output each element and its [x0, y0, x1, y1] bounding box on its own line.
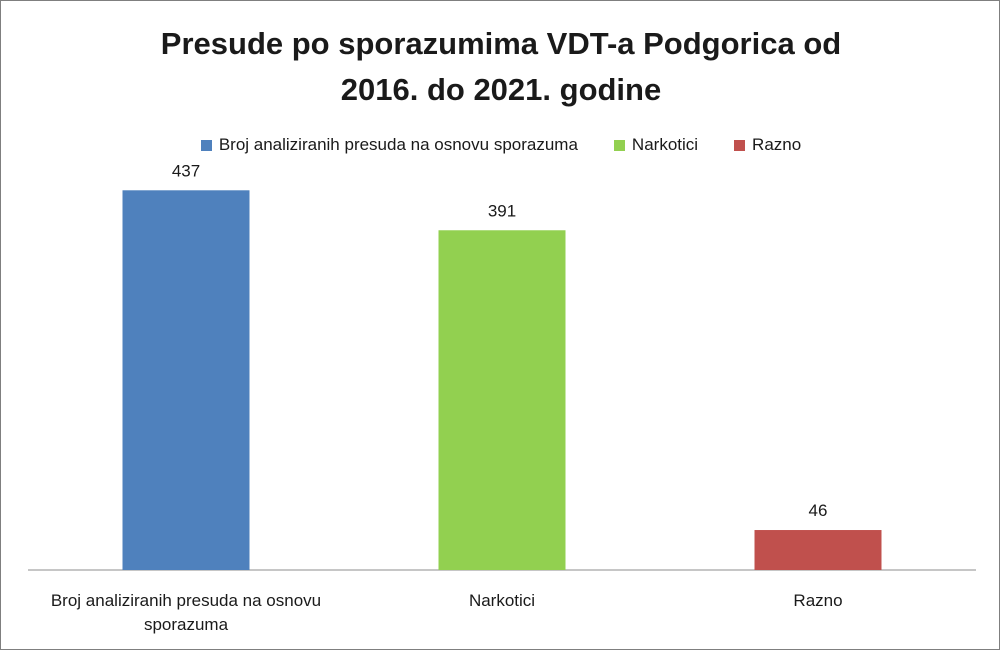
legend-item-narkotici: Narkotici — [613, 135, 699, 155]
x-tick-label-razno: Razno — [793, 591, 842, 610]
legend-item-broj: Broj analiziranih presuda na osnovu spor… — [200, 135, 578, 155]
legend-swatch-broj — [200, 139, 212, 151]
legend-item-razno: Razno — [734, 135, 801, 155]
chart-title-line-1: Presude po sporazumima VDT-a Podgorica o… — [160, 26, 842, 61]
legend-label-broj: Broj analiziranih presuda na osnovu spor… — [218, 135, 578, 154]
bar-broj — [122, 190, 250, 570]
x-tick-label-broj: Broj analiziranih presuda na osnovu — [51, 591, 321, 610]
legend-swatch-razno — [734, 139, 746, 151]
legend-swatch-narkotici — [613, 139, 625, 151]
data-label-broj: 437 — [172, 161, 200, 180]
chart-legend: Broj analiziranih presuda na osnovu spor… — [1, 135, 1000, 155]
chart-title: Presude po sporazumima VDT-a Podgorica o… — [1, 21, 1000, 113]
bar-razno — [754, 530, 882, 570]
legend-label-narkotici: Narkotici — [631, 135, 699, 154]
data-label-razno: 46 — [809, 501, 828, 520]
bar-narkotici — [438, 230, 566, 570]
x-tick-label-narkotici: Narkotici — [469, 591, 535, 610]
data-label-narkotici: 391 — [488, 201, 516, 220]
x-tick-label-broj-line-2: sporazuma — [144, 615, 229, 634]
chart-title-line-2: 2016. do 2021. godine — [340, 72, 662, 107]
legend-label-razno: Razno — [752, 135, 802, 154]
